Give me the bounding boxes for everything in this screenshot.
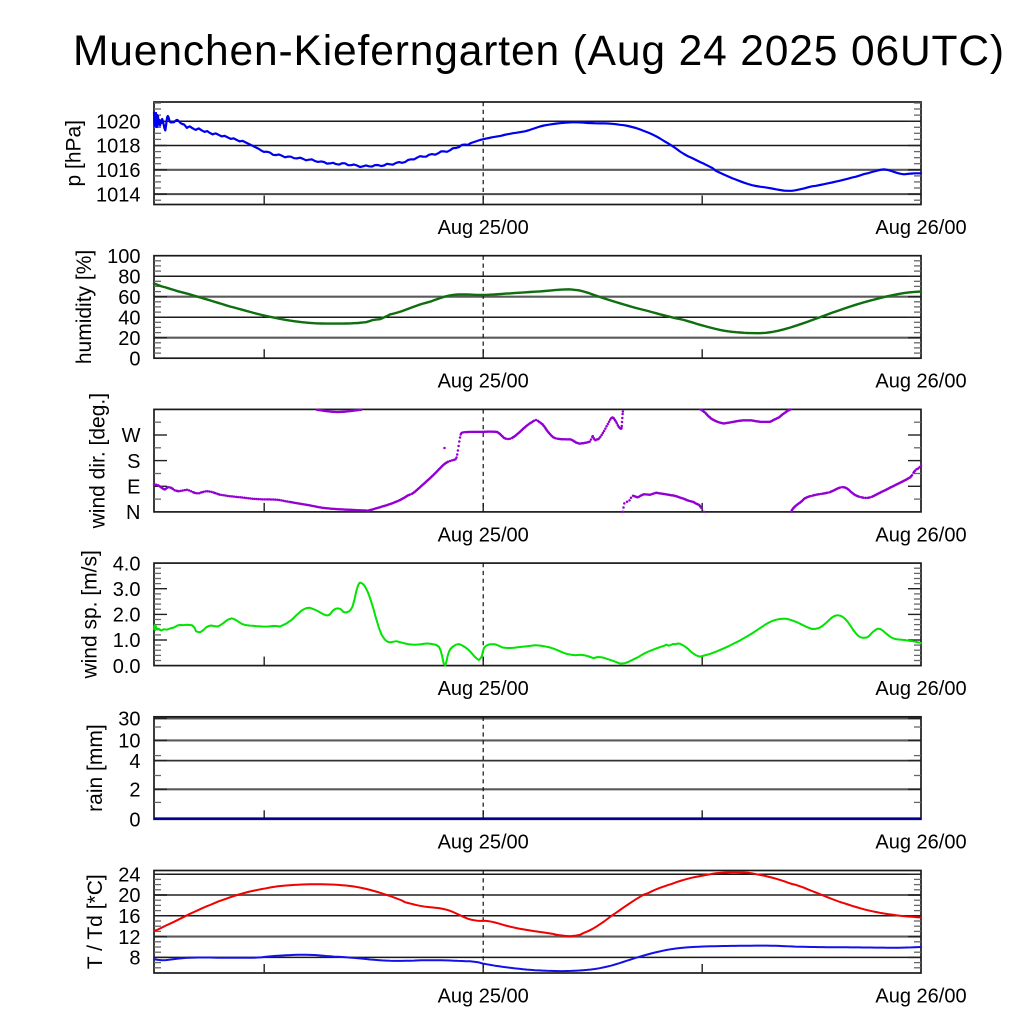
svg-text:40: 40 [118, 307, 140, 329]
svg-text:humidity [%]: humidity [%] [73, 250, 96, 364]
svg-text:2.0: 2.0 [113, 605, 141, 627]
svg-text:Aug 25/00: Aug 25/00 [438, 524, 529, 546]
svg-text:Aug 26/00: Aug 26/00 [875, 217, 966, 239]
svg-text:60: 60 [118, 287, 140, 309]
svg-text:0: 0 [129, 348, 140, 370]
svg-text:30: 30 [118, 709, 140, 731]
svg-text:1014: 1014 [96, 184, 141, 206]
svg-text:T / Td [*C]: T / Td [*C] [84, 874, 107, 969]
svg-text:4.0: 4.0 [113, 553, 141, 575]
svg-text:Aug 26/00: Aug 26/00 [875, 524, 966, 546]
svg-text:1018: 1018 [96, 136, 141, 158]
svg-text:Aug 25/00: Aug 25/00 [438, 985, 529, 1007]
svg-text:Aug 26/00: Aug 26/00 [875, 985, 966, 1007]
svg-text:0.0: 0.0 [113, 656, 141, 678]
svg-text:Aug 26/00: Aug 26/00 [875, 832, 966, 854]
svg-text:24: 24 [118, 864, 140, 886]
svg-text:8: 8 [129, 948, 140, 970]
svg-text:Aug 25/00: Aug 25/00 [438, 678, 529, 700]
svg-text:Muenchen-Kieferngarten (Aug 24: Muenchen-Kieferngarten (Aug 24 2025 06UT… [73, 28, 1005, 75]
svg-text:E: E [127, 476, 140, 498]
svg-text:2: 2 [129, 780, 140, 802]
svg-text:Aug 25/00: Aug 25/00 [438, 371, 529, 393]
svg-text:S: S [127, 451, 140, 473]
svg-text:10: 10 [118, 731, 140, 753]
svg-text:Aug 26/00: Aug 26/00 [875, 371, 966, 393]
svg-text:wind dir. [deg.]: wind dir. [deg.] [87, 393, 110, 529]
svg-text:wind sp. [m/s]: wind sp. [m/s] [79, 550, 102, 679]
svg-text:4: 4 [129, 751, 140, 773]
svg-text:20: 20 [118, 885, 140, 907]
svg-text:W: W [122, 425, 141, 447]
svg-text:80: 80 [118, 266, 140, 288]
svg-text:1.0: 1.0 [113, 630, 141, 652]
svg-text:20: 20 [118, 328, 140, 350]
svg-text:12: 12 [118, 927, 140, 949]
svg-text:1020: 1020 [96, 111, 141, 133]
svg-text:0: 0 [129, 810, 140, 832]
svg-text:100: 100 [107, 246, 140, 268]
svg-text:rain [mm]: rain [mm] [84, 724, 107, 812]
svg-text:1016: 1016 [96, 160, 141, 182]
svg-text:p [hPa]: p [hPa] [63, 120, 86, 187]
svg-text:3.0: 3.0 [113, 579, 141, 601]
svg-text:Aug 26/00: Aug 26/00 [875, 678, 966, 700]
svg-text:16: 16 [118, 906, 140, 928]
svg-text:Aug 25/00: Aug 25/00 [438, 217, 529, 239]
svg-text:Aug 25/00: Aug 25/00 [438, 832, 529, 854]
svg-text:N: N [126, 502, 140, 524]
